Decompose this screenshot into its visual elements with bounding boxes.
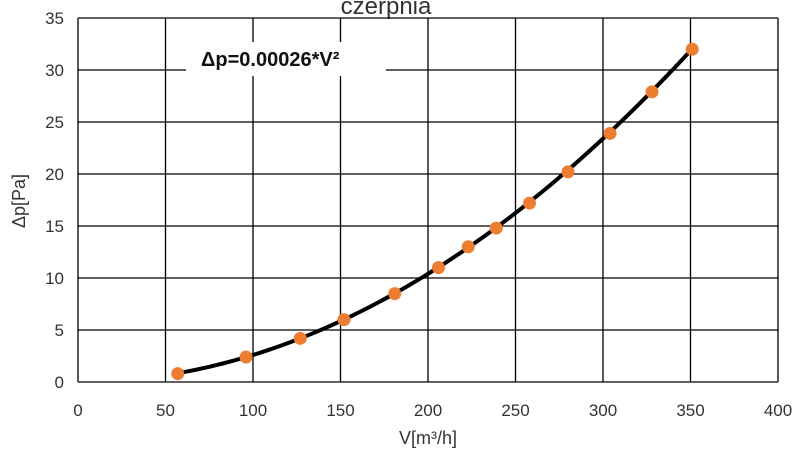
grid (77, 17, 779, 383)
tick-labels: 0 50 100 150 200 250 300 350 400 0 5 10 15 20 25 30 35 (45, 9, 792, 420)
x-tick-label: 300 (589, 401, 617, 420)
y-tick-label: 5 (55, 321, 64, 340)
data-point (239, 350, 253, 364)
x-axis-title: V[m³/h] (399, 428, 457, 448)
data-points (171, 42, 699, 381)
y-tick-label: 25 (45, 113, 64, 132)
y-tick-label: 10 (45, 269, 64, 288)
data-point (603, 126, 617, 140)
fit-equation-label: Δp=0.00026*V² (201, 49, 340, 71)
annotation-background (186, 42, 386, 76)
x-tick-label: 400 (764, 401, 792, 420)
y-tick-label: 30 (45, 61, 64, 80)
data-point (171, 367, 185, 381)
x-tick-label: 250 (501, 401, 529, 420)
x-tick-label: 350 (676, 401, 704, 420)
y-tick-label: 35 (45, 9, 64, 28)
chart-title: czerpnia (341, 0, 432, 20)
x-tick-label: 150 (326, 401, 354, 420)
x-tick-label: 100 (239, 401, 267, 420)
data-point (432, 261, 445, 275)
data-point (685, 42, 699, 56)
data-point (388, 287, 402, 301)
data-point (645, 85, 659, 99)
fit-curve (175, 46, 695, 376)
y-tick-label: 0 (55, 373, 64, 392)
x-tick-label: 50 (156, 401, 175, 420)
data-point (489, 221, 503, 235)
y-axis-title: Δp[Pa] (9, 174, 29, 228)
data-point (293, 331, 307, 345)
fit-line-group (175, 46, 695, 376)
data-point (561, 165, 575, 179)
data-point (337, 313, 351, 327)
data-point (461, 240, 475, 254)
x-tick-label: 0 (73, 401, 82, 420)
annotation-group: Δp=0.00026*V² (186, 42, 386, 76)
y-tick-label: 15 (45, 217, 64, 236)
x-tick-label: 200 (414, 401, 442, 420)
y-tick-label: 20 (45, 165, 64, 184)
data-point (523, 196, 536, 210)
